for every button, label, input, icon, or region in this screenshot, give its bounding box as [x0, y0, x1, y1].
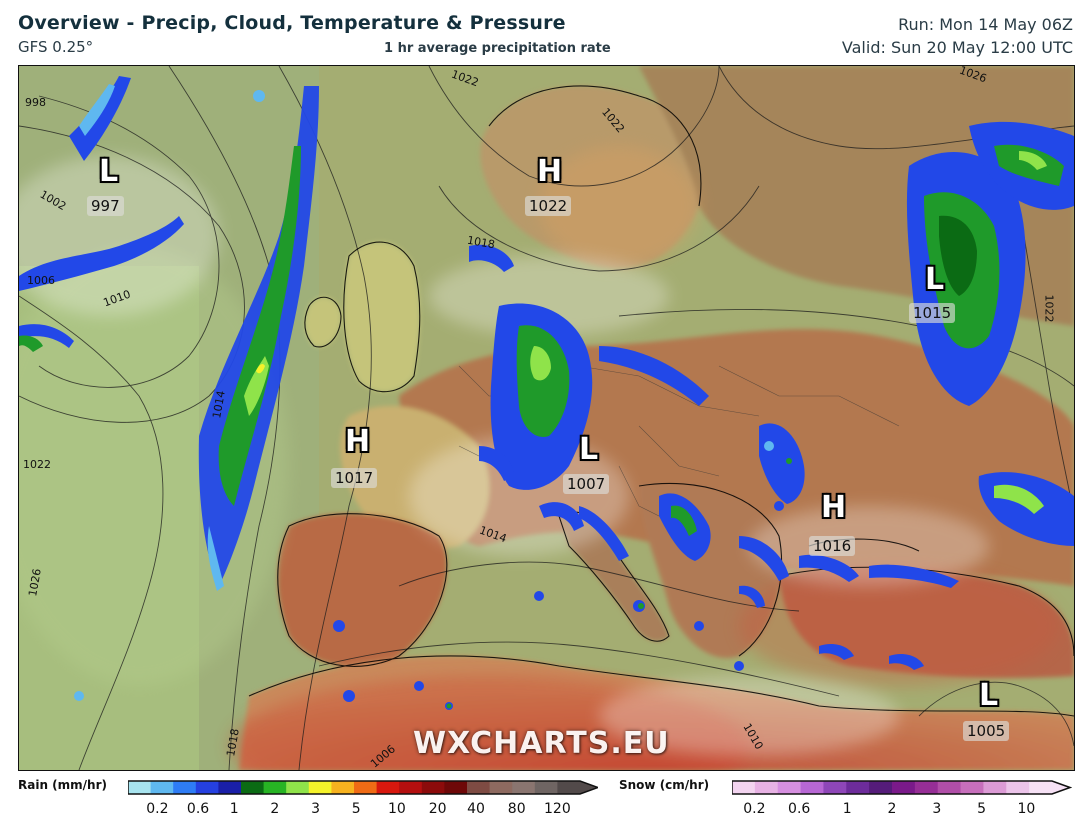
map-graphic — [19, 66, 1074, 770]
pressure-center-value: 997 — [87, 196, 124, 216]
pressure-center-value: 1015 — [909, 303, 956, 323]
colorbar-swatch — [286, 781, 310, 794]
colorbar-swatch — [823, 781, 847, 794]
colorbar-swatch — [960, 781, 984, 794]
colorbar-swatch — [732, 781, 756, 794]
isobar-label: 1022 — [23, 458, 51, 471]
colorbar-swatch — [150, 781, 174, 794]
colorbar-swatch — [331, 781, 355, 794]
pressure-center-type: L — [925, 262, 945, 297]
colorbar-tick-label: 80 — [507, 801, 526, 817]
colorbar-tick-label: 0.6 — [788, 801, 811, 817]
colorbar-swatch — [937, 781, 962, 794]
valid-time: Valid: Sun 20 May 12:00 UTC — [841, 38, 1073, 57]
weather-map[interactable]: L 997 H 1022 L 1015 H 1017 L 1007 H 1016… — [18, 65, 1075, 771]
pressure-center-type: H — [821, 490, 847, 525]
colorbar-swatch — [1006, 781, 1030, 794]
pressure-center-value: 1005 — [963, 721, 1010, 741]
pressure-center-type: H — [537, 154, 563, 189]
pressure-center-type: L — [979, 678, 999, 713]
pressure-center-value: 1007 — [563, 474, 610, 494]
chart-title: Overview - Precip, Cloud, Temperature & … — [18, 12, 566, 34]
pressure-center-type: H — [345, 424, 371, 459]
snow-colorbar — [732, 780, 1072, 795]
colorbar-swatch — [489, 781, 513, 794]
colorbar-tick-label: 2 — [270, 801, 280, 817]
product-subtitle: 1 hr average precipitation rate — [384, 41, 611, 56]
rain-legend-label: Rain (mm/hr) — [18, 778, 107, 792]
colorbar-swatch — [376, 781, 400, 794]
run-time: Run: Mon 14 May 06Z — [898, 15, 1073, 34]
watermark-logo: WXCHARTS.EU — [413, 726, 670, 761]
colorbar-swatch — [444, 781, 468, 794]
model-label: GFS 0.25° — [18, 38, 94, 56]
colorbar-swatch — [846, 781, 870, 794]
colorbar-swatch — [421, 781, 445, 794]
snow-legend-label: Snow (cm/hr) — [619, 778, 710, 792]
colorbar-tick-label: 5 — [351, 801, 361, 817]
colorbar-swatch — [354, 781, 378, 794]
colorbar-swatch — [983, 781, 1007, 794]
pressure-center-value: 1017 — [331, 468, 378, 488]
colorbar-swatch — [399, 781, 423, 794]
colorbar-swatch — [308, 781, 332, 794]
colorbar-tick-label: 40 — [467, 801, 485, 817]
pressure-center-value: 1016 — [809, 536, 856, 556]
colorbar-tick-label: 2 — [887, 801, 897, 817]
colorbar-tick-label: 0.2 — [146, 801, 169, 817]
colorbar-swatch — [914, 781, 939, 794]
colorbar-swatch — [512, 781, 536, 794]
colorbar-tick-label: 0.2 — [743, 801, 766, 817]
pressure-center-value: 1022 — [525, 196, 572, 216]
isobar-label: 1022 — [1042, 294, 1056, 323]
pressure-center-type: L — [99, 154, 119, 189]
colorbar-swatch — [557, 781, 581, 794]
colorbar-tick-label: 10 — [1017, 801, 1036, 817]
colorbar-swatch — [195, 781, 219, 794]
colorbar-swatch — [173, 781, 197, 794]
colorbar-swatch — [754, 781, 779, 794]
colorbar-swatch — [869, 781, 893, 794]
rain-colorbar — [128, 780, 598, 795]
colorbar-swatch — [777, 781, 802, 794]
colorbar-swatch — [241, 781, 265, 794]
colorbar-tick-label: 3 — [932, 801, 942, 817]
isobar-label: 998 — [25, 96, 46, 109]
colorbar-swatch — [263, 781, 287, 794]
colorbar-swatch — [467, 781, 491, 794]
colorbar-tick-label: 0.6 — [186, 801, 210, 817]
colorbar-swatch — [128, 781, 152, 794]
colorbar-swatch — [800, 781, 824, 794]
colorbar-swatch — [1029, 781, 1053, 794]
colorbar-tick-label: 20 — [428, 801, 447, 817]
colorbar-swatch — [892, 781, 916, 794]
pressure-center-type: L — [579, 432, 599, 467]
colorbar-tick-label: 3 — [311, 801, 321, 817]
colorbar-tick-label: 120 — [544, 801, 571, 817]
colorbar-swatch — [534, 781, 558, 794]
colorbar-swatch — [218, 781, 242, 794]
colorbar-tick-label: 10 — [388, 801, 406, 817]
colorbar-tick-label: 1 — [229, 801, 239, 817]
isobar-label: 1006 — [27, 274, 55, 287]
colorbar-tick-label: 5 — [977, 801, 987, 817]
colorbar-tick-label: 1 — [842, 801, 852, 817]
